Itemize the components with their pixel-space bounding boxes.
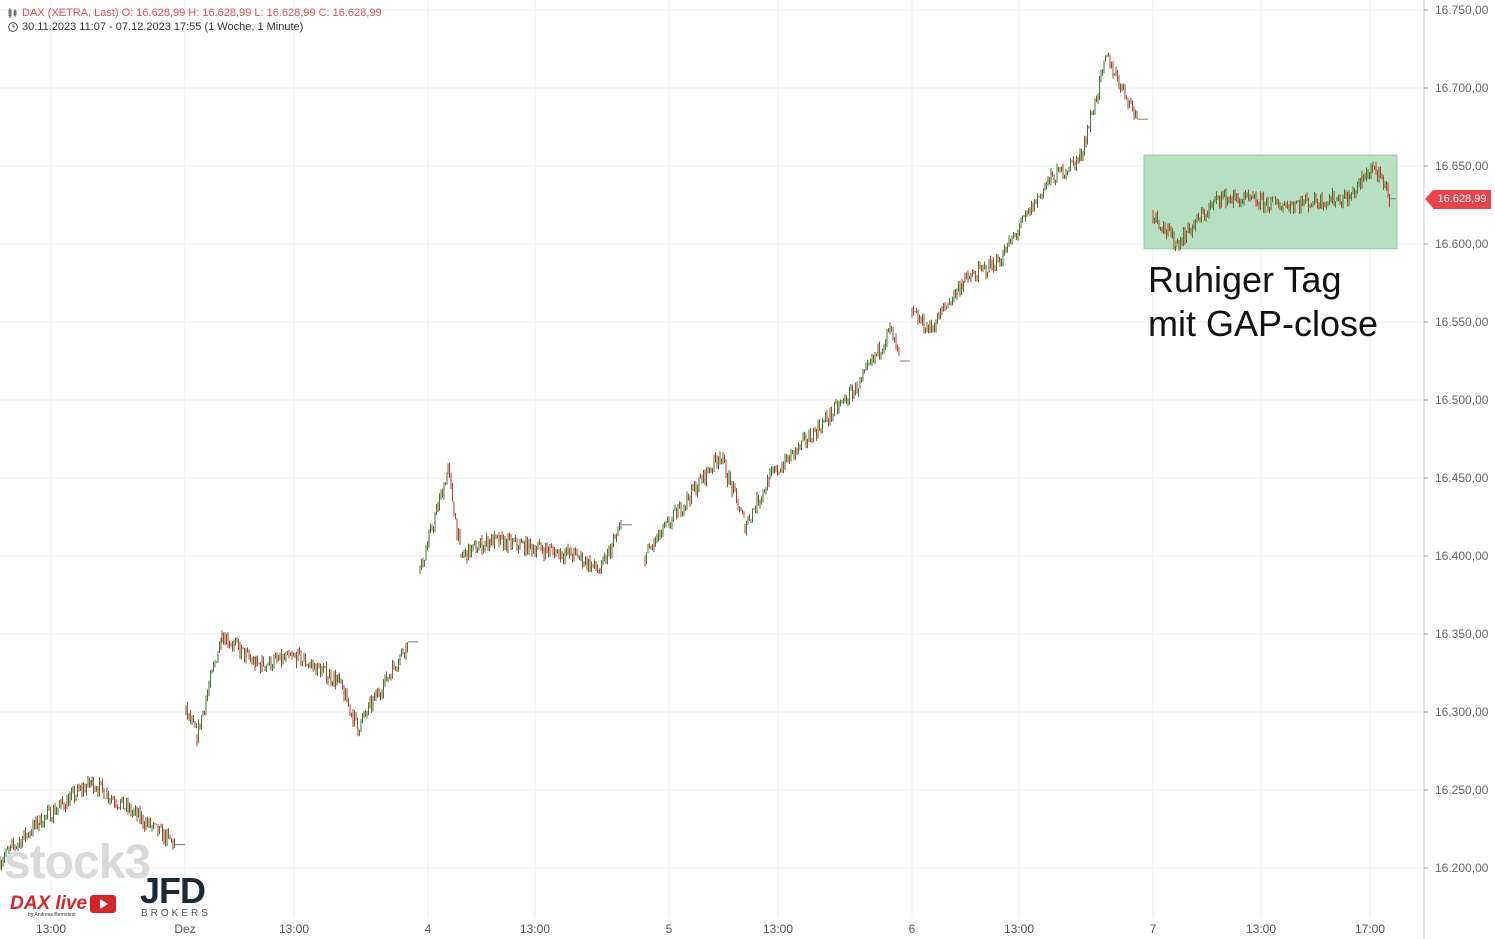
jfd-subtitle: BROKERS (141, 908, 211, 919)
x-tick-label: Dez (174, 922, 195, 936)
ohlc-readout: DAX (XETRA, Last) O: 16.628,99 H: 16.628… (22, 7, 382, 19)
y-tick-label: 16.300,00 (1435, 705, 1489, 719)
x-tick-label: 7 (1150, 922, 1157, 936)
play-icon (90, 895, 117, 913)
y-tick-label: 16.750,00 (1435, 3, 1489, 17)
chart-header: DAX (XETRA, Last) O: 16.628,99 H: 16.628… (8, 6, 382, 34)
jfd-logo: JFD (140, 870, 206, 911)
y-tick-label: 16.650,00 (1435, 159, 1489, 173)
x-tick-label: 5 (666, 922, 673, 936)
y-tick-label: 16.400,00 (1435, 549, 1489, 563)
grid (0, 0, 1425, 939)
y-tick-label: 16.600,00 (1435, 237, 1489, 251)
x-axis: 13:00 Dez 13:00 4 13:00 5 13:00 6 13:00 7 13:00 17:… (36, 922, 1385, 936)
x-tick-label: 13:00 (520, 922, 550, 936)
stock3-watermark: stock3 (4, 836, 151, 889)
x-tick-label: 13:00 (1004, 922, 1034, 936)
y-tick-label: 16.550,00 (1435, 315, 1489, 329)
daxlive-logo: DAX live (10, 893, 117, 915)
annotation-text: Ruhiger Tag mit GAP-close (1148, 258, 1378, 346)
time-range: 30.11.2023 11:07 - 07.12.2023 17:55 (1 W… (22, 21, 304, 33)
x-tick-label: 13:00 (36, 922, 66, 936)
clock-icon[interactable] (8, 22, 18, 32)
y-tick-label: 16.450,00 (1435, 471, 1489, 485)
x-tick-label: 13:00 (279, 922, 309, 936)
y-tick-label: 16.350,00 (1435, 627, 1489, 641)
daxlive-text: DAX live (10, 893, 88, 914)
y-tick-label: 16.500,00 (1435, 393, 1489, 407)
y-tick-label: 16.200,00 (1435, 861, 1489, 875)
x-tick-label: 13:00 (1246, 922, 1276, 936)
x-tick-label: 17:00 (1355, 922, 1385, 936)
x-tick-label: 6 (909, 922, 916, 936)
x-tick-label: 13:00 (763, 922, 793, 936)
daxlive-subtitle: by Andreas Bernstein (28, 912, 76, 918)
y-axis: 16.200,00 16.250,00 16.300,00 16.350,00 16.4… (1424, 3, 1489, 875)
candlestick-icon[interactable] (8, 8, 18, 18)
last-price-tag: 16.628,99 (1425, 190, 1491, 209)
x-tick-label: 4 (425, 922, 432, 936)
y-tick-label: 16.700,00 (1435, 81, 1489, 95)
y-tick-label: 16.250,00 (1435, 783, 1489, 797)
annotation-line-2: mit GAP-close (1148, 303, 1379, 344)
annotation-line-1: Ruhiger Tag (1148, 259, 1342, 300)
candles (0, 52, 1396, 871)
